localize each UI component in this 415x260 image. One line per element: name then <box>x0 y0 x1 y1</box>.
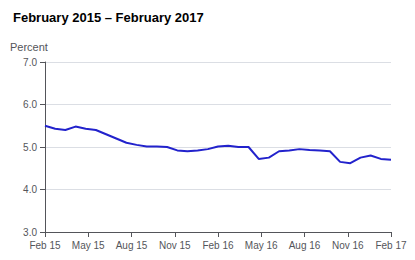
svg-text:Nov 15: Nov 15 <box>159 240 191 251</box>
svg-text:May 16: May 16 <box>245 240 278 251</box>
svg-text:Feb 15: Feb 15 <box>29 240 61 251</box>
svg-text:5.0: 5.0 <box>23 142 37 153</box>
svg-text:Feb 16: Feb 16 <box>202 240 234 251</box>
svg-text:7.0: 7.0 <box>23 57 37 68</box>
svg-text:4.0: 4.0 <box>23 184 37 195</box>
svg-text:February 2015 – February 2017: February 2015 – February 2017 <box>13 10 204 25</box>
svg-text:Aug 16: Aug 16 <box>289 240 321 251</box>
svg-text:6.0: 6.0 <box>23 99 37 110</box>
svg-text:May 15: May 15 <box>72 240 105 251</box>
svg-text:Feb 17: Feb 17 <box>375 240 407 251</box>
svg-text:Aug 15: Aug 15 <box>116 240 148 251</box>
svg-text:Percent: Percent <box>10 41 48 53</box>
svg-text:3.0: 3.0 <box>23 227 37 238</box>
svg-text:Nov 16: Nov 16 <box>332 240 364 251</box>
